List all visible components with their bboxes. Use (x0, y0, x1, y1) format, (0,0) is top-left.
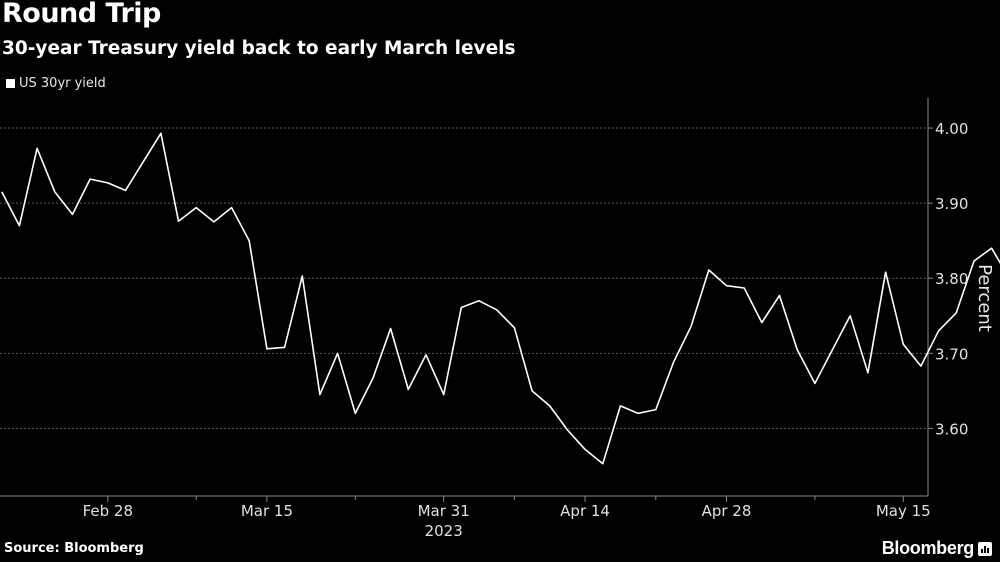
chart-title: Round Trip (2, 0, 161, 29)
x-tick-label: Apr 28 (702, 502, 752, 520)
brand-name: Bloomberg (881, 538, 975, 558)
y-tick-label: 3.90 (935, 195, 968, 213)
series-line-us-30yr-yield (1, 132, 1000, 465)
legend-swatch (6, 79, 15, 88)
brand-logo: Bloomberg (882, 538, 992, 559)
tick-labels: 4.00 3.90 3.80 3.70 3.60 Percent Feb 28 Mar 15 M… (83, 120, 995, 540)
chart-subtitle: 30-year Treasury yield back to early Mar… (2, 38, 516, 59)
x-tick-label: Mar 31 (418, 502, 470, 520)
x-tick-label: Apr 14 (560, 502, 610, 520)
x-axis-title: 2023 (425, 522, 463, 540)
series (1, 132, 1000, 465)
y-tick-label: 4.00 (935, 120, 968, 138)
grid (0, 127, 928, 429)
x-tick-label: Mar 15 (241, 502, 293, 520)
y-tick-label: 3.60 (935, 420, 968, 438)
y-tick-label: 3.80 (935, 270, 968, 288)
legend: US 30yr yield (6, 76, 106, 91)
legend-label: US 30yr yield (19, 76, 106, 91)
source-note: Source: Bloomberg (4, 541, 144, 556)
x-tick-label: Feb 28 (83, 502, 133, 520)
x-tick-label: May 15 (876, 502, 931, 520)
y-tick-label: 3.70 (935, 345, 968, 363)
y-axis-title: Percent (974, 264, 995, 332)
axes (0, 98, 933, 502)
bloomberg-mark-icon (978, 541, 992, 556)
